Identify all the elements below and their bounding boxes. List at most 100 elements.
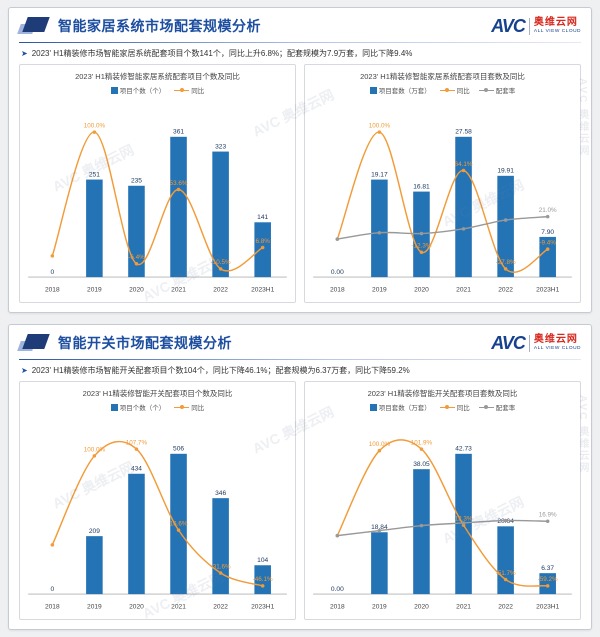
legend-label: 项目个数（个）	[119, 405, 166, 413]
line-point	[218, 571, 223, 576]
chart-label: 2019	[372, 287, 387, 294]
chart-canvas: 0 251 235 361 323 141 2018 2019 2020 2021 2022 2023…	[23, 95, 292, 302]
chart-home-project-count: 2023' H1精装修智能家居系统配套项目个数及同比 项目个数（个） 同比 0 25…	[19, 64, 296, 304]
chart-label: -6.4%	[128, 255, 145, 262]
line-point	[92, 454, 97, 459]
chart-label: 2021	[171, 604, 186, 611]
charts-row: 2023' H1精装修智能开关配套项目个数及同比 项目个数（个） 同比 0 209 4…	[19, 381, 581, 621]
bar	[170, 454, 187, 595]
line-point	[260, 584, 265, 589]
logo-divider	[528, 334, 530, 352]
panel-header: 智能家居系统市场配套规模分析 AVC 奥维云网 ALL VIEW CLOUD	[17, 14, 581, 38]
legend-item: 同比	[174, 85, 204, 95]
line-point	[335, 237, 340, 242]
brand-logo: AVC 奥维云网 ALL VIEW CLOUD	[491, 333, 581, 354]
legend-item: 同比	[439, 85, 470, 95]
arrow-bullet-icon: ➤	[21, 49, 28, 58]
chart-switch-unit-volume: 2023' H1精装修智能开关配套项目套数及同比 项目套数（万套） 同比 配套率 0…	[304, 381, 581, 621]
summary-text: 2023' H1精装修市场智能家居系统配套项目个数141个，同比上升6.8%；配…	[31, 49, 413, 58]
legend-label: 同比	[456, 405, 470, 413]
bar	[497, 526, 514, 595]
line-point	[260, 246, 265, 250]
chart-legend: 项目套数（万套） 同比 配套率	[308, 402, 577, 412]
summary-bullet: ➤ 2023' H1精装修市场智能开关配套项目个数104个，同比下降46.1%；…	[21, 366, 579, 376]
chart-label: 2019	[372, 604, 387, 611]
chart-title: 2023' H1精装修智能开关配套项目个数及同比	[82, 389, 233, 399]
chart-svg: 0.00 19.17 16.81 27.58 19.91 7.90 2018 2019 2020…	[313, 123, 572, 294]
bar	[254, 222, 271, 278]
panel-header: 智能开关市场配套规模分析 AVC 奥维云网 ALL VIEW CLOUD	[17, 331, 581, 355]
brand-cn-text: 奥维云网	[533, 16, 578, 28]
chart-label: 506	[173, 446, 184, 453]
chart-legend: 项目个数（个） 同比	[23, 85, 292, 95]
chart-label: 209	[89, 528, 100, 535]
chart-label: 19.17	[371, 172, 388, 179]
bar	[539, 237, 556, 278]
chart-label: 361	[173, 129, 184, 136]
line-point	[377, 529, 382, 533]
bar	[539, 573, 556, 595]
line-point	[92, 130, 97, 135]
chart-label: 16.81	[413, 184, 430, 191]
chart-canvas: 0 209 434 506 346 104 2018 2019 2020 2021 2022 2023…	[23, 412, 292, 619]
bar	[212, 498, 229, 595]
line-point	[545, 247, 550, 252]
yoy-line	[336, 131, 549, 274]
chart-label: 104	[257, 558, 268, 565]
bar	[497, 176, 514, 278]
legend-label: 配套率	[495, 88, 516, 96]
yoy-line	[51, 441, 263, 587]
chart-label: 2022	[498, 604, 513, 611]
legend-item: 配套率	[478, 85, 516, 96]
chart-label: 100.0%	[369, 441, 391, 448]
chart-label: 434	[131, 466, 142, 473]
chart-label: 101.9%	[411, 440, 433, 447]
legend-label: 同比	[191, 88, 205, 96]
chart-label: 2022	[213, 287, 228, 294]
chart-label: 2020	[129, 604, 144, 611]
chart-label: -59.2%	[538, 577, 558, 584]
chart-label: 2021	[456, 604, 471, 611]
chart-svg: 0 209 434 506 346 104 2018 2019 2020 2021 2022 2023…	[28, 440, 287, 611]
legend-line-swatch	[478, 88, 494, 93]
legend-label: 项目套数（万套）	[378, 405, 431, 413]
header-divider	[19, 359, 581, 360]
legend-label: 配套率	[495, 405, 516, 413]
chart-label: 235	[131, 178, 142, 185]
legend-item: 项目个数（个）	[110, 402, 166, 413]
bar	[413, 469, 430, 595]
chart-label: 0	[50, 269, 54, 276]
brand-logo: AVC 奥维云网 ALL VIEW CLOUD	[491, 16, 581, 37]
chart-label: 42.73	[455, 446, 472, 453]
chart-label: 251	[89, 172, 100, 179]
legend-bar-swatch	[369, 86, 377, 94]
chart-label: 346	[215, 490, 226, 497]
chart-label: 16.9%	[539, 512, 557, 519]
chart-label: 2019	[87, 287, 102, 294]
charts-row: 2023' H1精装修智能家居系统配套项目个数及同比 项目个数（个） 同比 0 25…	[19, 64, 581, 304]
legend-line-swatch	[174, 405, 190, 410]
chart-label: 64.1%	[455, 161, 473, 168]
line-point	[461, 227, 466, 231]
brand-en-text: ALL VIEW CLOUD	[533, 345, 581, 351]
bar	[371, 532, 388, 595]
chart-canvas: 0.0018.8438.0542.7320.646.37201820192020…	[308, 412, 577, 619]
line-point	[545, 215, 550, 219]
line-point	[461, 169, 466, 173]
line-point	[377, 449, 382, 453]
legend-line-swatch	[478, 405, 494, 410]
chart-svg: 0 251 235 361 323 141 2018 2019 2020 2021 2022 2023…	[28, 123, 287, 294]
line-point	[503, 519, 508, 523]
line-point	[545, 584, 550, 589]
line-point	[419, 232, 424, 236]
brand-cn-text: 奥维云网	[533, 333, 578, 345]
chart-title: 2023' H1精装修智能家居系统配套项目个数及同比	[75, 72, 240, 82]
line-point	[50, 543, 55, 548]
brand-name-block: 奥维云网 ALL VIEW CLOUD	[533, 16, 581, 35]
chart-label: 21.0%	[539, 207, 557, 214]
chart-label: 323	[215, 144, 226, 151]
line-point	[419, 250, 424, 255]
chart-legend: 项目个数（个） 同比	[23, 402, 292, 412]
bar	[86, 179, 103, 278]
chart-switch-project-count: 2023' H1精装修智能开关配套项目个数及同比 项目个数（个） 同比 0 209 4…	[19, 381, 296, 621]
